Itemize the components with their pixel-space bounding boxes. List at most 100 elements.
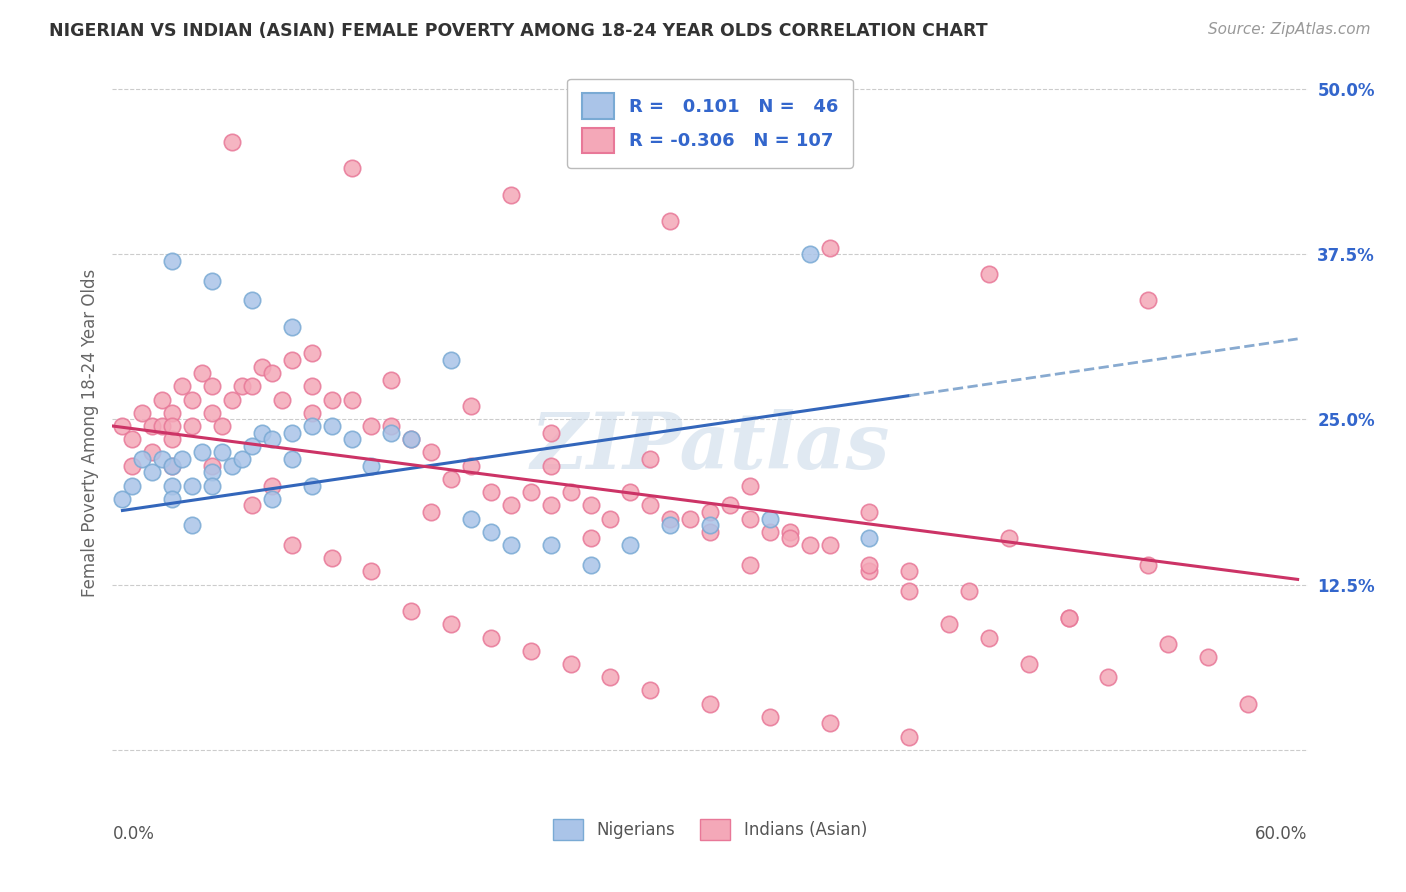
Point bbox=[1097, 670, 1119, 684]
Point bbox=[759, 511, 782, 525]
Point bbox=[321, 551, 343, 566]
Point bbox=[401, 432, 423, 446]
Point bbox=[360, 458, 382, 473]
Point bbox=[162, 491, 183, 506]
Point bbox=[858, 558, 880, 572]
Point bbox=[162, 406, 183, 420]
Point bbox=[1137, 558, 1160, 572]
Point bbox=[201, 379, 224, 393]
Point bbox=[162, 419, 183, 434]
Point bbox=[260, 366, 283, 380]
Point bbox=[150, 392, 173, 407]
Text: Source: ZipAtlas.com: Source: ZipAtlas.com bbox=[1208, 22, 1371, 37]
Point bbox=[579, 558, 602, 572]
Point bbox=[231, 379, 253, 393]
Text: 60.0%: 60.0% bbox=[1256, 825, 1308, 843]
Point bbox=[699, 524, 721, 539]
Point bbox=[938, 617, 960, 632]
Point bbox=[659, 511, 682, 525]
Point bbox=[231, 452, 253, 467]
Point bbox=[599, 511, 621, 525]
Point bbox=[858, 532, 880, 546]
Point bbox=[162, 478, 183, 492]
Point bbox=[738, 478, 761, 492]
Point bbox=[250, 425, 273, 440]
Point bbox=[599, 670, 621, 684]
Point bbox=[111, 491, 134, 506]
Point bbox=[977, 631, 1000, 645]
Point bbox=[150, 452, 173, 467]
Point bbox=[440, 352, 463, 367]
Point bbox=[640, 499, 662, 513]
Point bbox=[898, 584, 921, 599]
Point bbox=[479, 524, 502, 539]
Point bbox=[540, 499, 562, 513]
Point bbox=[1018, 657, 1040, 671]
Point bbox=[141, 465, 163, 479]
Point bbox=[619, 485, 641, 500]
Point bbox=[221, 392, 243, 407]
Point bbox=[260, 432, 283, 446]
Point bbox=[540, 538, 562, 552]
Point bbox=[172, 379, 194, 393]
Point bbox=[301, 346, 323, 360]
Point bbox=[818, 716, 841, 731]
Point bbox=[240, 499, 263, 513]
Point bbox=[141, 419, 163, 434]
Point bbox=[799, 538, 821, 552]
Point bbox=[301, 419, 323, 434]
Point bbox=[340, 161, 363, 176]
Point bbox=[360, 419, 382, 434]
Point bbox=[479, 631, 502, 645]
Point bbox=[181, 478, 204, 492]
Point bbox=[898, 730, 921, 744]
Point bbox=[998, 532, 1021, 546]
Point bbox=[1057, 611, 1080, 625]
Point bbox=[201, 274, 224, 288]
Point bbox=[201, 478, 224, 492]
Point bbox=[380, 425, 402, 440]
Point bbox=[659, 214, 682, 228]
Point bbox=[211, 445, 233, 459]
Point bbox=[1057, 611, 1080, 625]
Point bbox=[759, 710, 782, 724]
Point bbox=[479, 485, 502, 500]
Point bbox=[401, 604, 423, 618]
Point bbox=[240, 293, 263, 308]
Point bbox=[380, 419, 402, 434]
Point bbox=[162, 458, 183, 473]
Point bbox=[281, 452, 304, 467]
Point bbox=[240, 439, 263, 453]
Point bbox=[898, 565, 921, 579]
Point bbox=[172, 452, 194, 467]
Point bbox=[799, 247, 821, 261]
Point bbox=[360, 565, 382, 579]
Point bbox=[440, 472, 463, 486]
Point bbox=[201, 465, 224, 479]
Point bbox=[111, 419, 134, 434]
Point bbox=[260, 491, 283, 506]
Point bbox=[250, 359, 273, 374]
Point bbox=[281, 425, 304, 440]
Point bbox=[301, 379, 323, 393]
Point bbox=[181, 392, 204, 407]
Point bbox=[201, 458, 224, 473]
Point bbox=[420, 445, 443, 459]
Point bbox=[131, 406, 153, 420]
Point bbox=[699, 697, 721, 711]
Point bbox=[818, 240, 841, 255]
Point bbox=[201, 406, 224, 420]
Point bbox=[211, 419, 233, 434]
Point bbox=[240, 379, 263, 393]
Point bbox=[121, 458, 143, 473]
Point bbox=[957, 584, 980, 599]
Point bbox=[281, 352, 304, 367]
Text: 0.0%: 0.0% bbox=[112, 825, 155, 843]
Point bbox=[738, 558, 761, 572]
Point bbox=[499, 538, 522, 552]
Point bbox=[1157, 637, 1180, 651]
Point bbox=[121, 478, 143, 492]
Point bbox=[162, 432, 183, 446]
Point bbox=[499, 187, 522, 202]
Point bbox=[718, 499, 741, 513]
